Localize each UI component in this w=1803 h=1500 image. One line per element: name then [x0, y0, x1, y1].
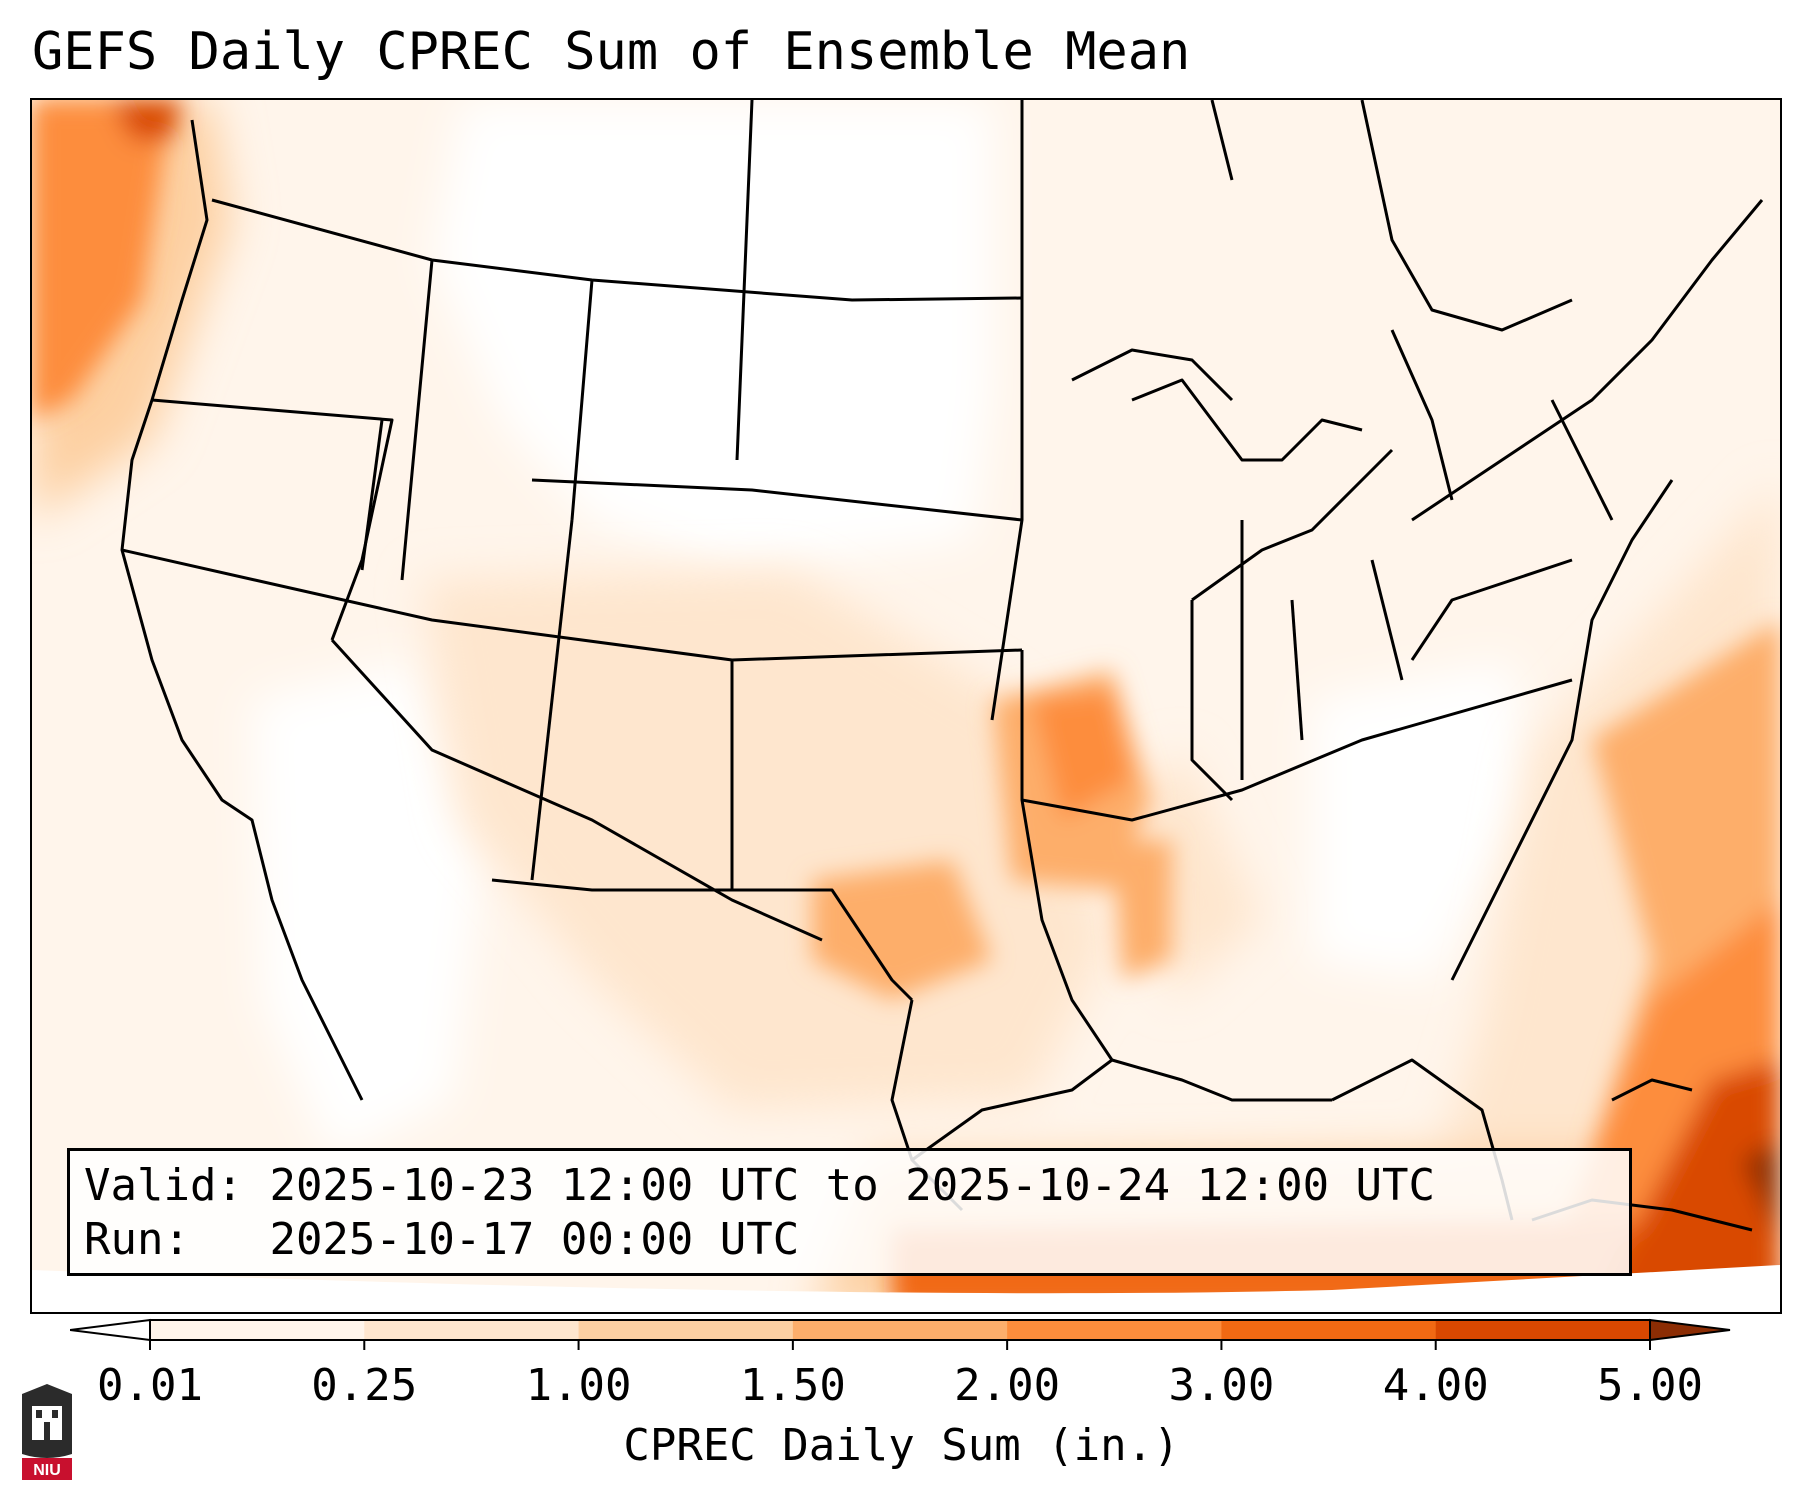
- colorbar-tick-label: 4.00: [1382, 1360, 1489, 1411]
- colorbar-tick-label: 0.01: [97, 1360, 203, 1411]
- niu-logo: NIU: [22, 1384, 72, 1480]
- coastlines-and-borders: [120, 100, 1764, 1232]
- colorbar: [70, 1318, 1731, 1350]
- valid-label: Valid:: [84, 1160, 243, 1211]
- colorbar-segment: [578, 1320, 794, 1340]
- colorbar-segment: [792, 1320, 1008, 1340]
- colorbar-segment: [1435, 1320, 1651, 1340]
- colorbar-tick-label: 2.00: [954, 1360, 1061, 1411]
- map-canvas: [32, 100, 1780, 1312]
- colorbar-segments: [70, 1318, 1731, 1342]
- colorbar-outline: [149, 1319, 1651, 1341]
- run-row: Run: 2025-10-17 00:00 UTC: [84, 1213, 1615, 1267]
- valid-run-info-box: Valid: 2025-10-23 12:00 UTC to 2025-10-2…: [67, 1148, 1632, 1276]
- colorbar-segment: [150, 1320, 365, 1340]
- run-value: 2025-10-17 00:00 UTC: [269, 1214, 800, 1265]
- colorbar-segment: [1007, 1320, 1222, 1340]
- colorbar-tick-label: 5.00: [1597, 1360, 1703, 1411]
- valid-value: 2025-10-23 12:00 UTC to 2025-10-24 12:00…: [269, 1160, 1436, 1211]
- colorbar-segment: [364, 1320, 580, 1340]
- map-title: GEFS Daily CPREC Sum of Ensemble Mean: [32, 22, 1191, 82]
- svg-text:NIU: NIU: [33, 1462, 61, 1479]
- colorbar-extend-max: [1649, 1318, 1731, 1342]
- colorbar-tick-label: 1.50: [739, 1360, 846, 1411]
- precipitation-map: [30, 98, 1782, 1314]
- colorbar-title: CPREC Daily Sum (in.): [623, 1420, 1180, 1471]
- colorbar-ticks: [149, 1340, 1651, 1350]
- colorbar-tick-label: 3.00: [1168, 1360, 1275, 1411]
- colorbar-tick-label: 1.00: [525, 1360, 632, 1411]
- run-label: Run:: [84, 1214, 190, 1265]
- domain-edge: [32, 1265, 1780, 1312]
- colorbar-extend-min: [70, 1318, 151, 1342]
- colorbar-tick-label: 0.25: [311, 1360, 418, 1411]
- dry-regions: [252, 100, 1532, 1160]
- colorbar-segment: [1221, 1320, 1437, 1340]
- valid-row: Valid: 2025-10-23 12:00 UTC to 2025-10-2…: [84, 1159, 1615, 1213]
